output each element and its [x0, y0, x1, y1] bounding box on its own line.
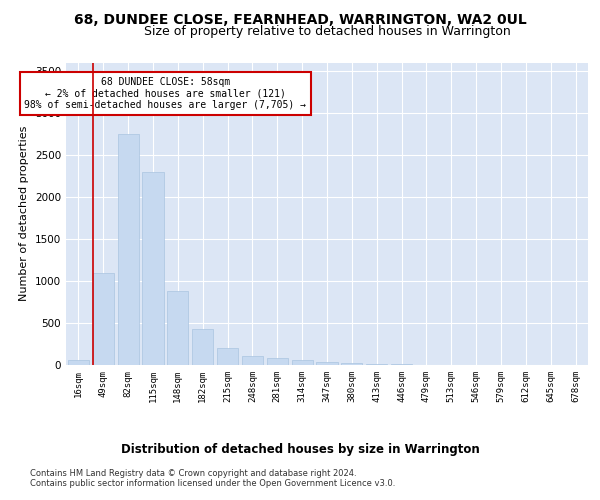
Bar	[167, 291, 188, 365]
Bar	[93, 272, 114, 365]
Bar	[192, 329, 213, 365]
Title: Size of property relative to detached houses in Warrington: Size of property relative to detached ho…	[143, 24, 511, 38]
Text: 68 DUNDEE CLOSE: 58sqm
← 2% of detached houses are smaller (121)
98% of semi-det: 68 DUNDEE CLOSE: 58sqm ← 2% of detached …	[25, 77, 307, 110]
Bar	[391, 364, 412, 365]
Text: Contains public sector information licensed under the Open Government Licence v3: Contains public sector information licen…	[30, 478, 395, 488]
Bar	[242, 356, 263, 365]
Bar	[142, 172, 164, 365]
Bar	[366, 364, 387, 365]
Y-axis label: Number of detached properties: Number of detached properties	[19, 126, 29, 302]
Bar	[292, 360, 313, 365]
Bar	[316, 362, 338, 365]
Text: Contains HM Land Registry data © Crown copyright and database right 2024.: Contains HM Land Registry data © Crown c…	[30, 468, 356, 477]
Text: 68, DUNDEE CLOSE, FEARNHEAD, WARRINGTON, WA2 0UL: 68, DUNDEE CLOSE, FEARNHEAD, WARRINGTON,…	[74, 12, 526, 26]
Bar	[267, 358, 288, 365]
Bar	[341, 364, 362, 365]
Bar	[68, 360, 89, 365]
Bar	[118, 134, 139, 365]
Bar	[217, 348, 238, 365]
Text: Distribution of detached houses by size in Warrington: Distribution of detached houses by size …	[121, 442, 479, 456]
